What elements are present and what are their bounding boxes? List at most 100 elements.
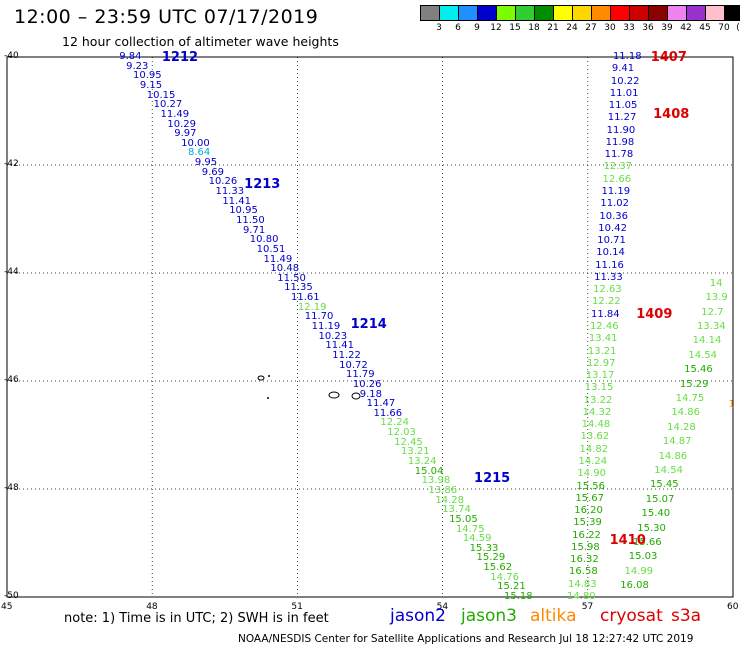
pass-number-label: 1214 [350, 317, 387, 333]
wave-height-value: 13.21 [400, 446, 430, 458]
wave-height-value: 14.48 [581, 419, 611, 431]
wave-height-value: 14.59 [462, 533, 492, 545]
legend-swatch [573, 6, 592, 20]
wave-height-value: 11.33 [594, 271, 623, 283]
wave-height-value: 13.24 [407, 456, 437, 467]
wave-height-value: 12.24 [380, 417, 409, 429]
wave-height-value: 10.36 [599, 210, 628, 222]
wave-height-value: 13.34 [696, 321, 726, 332]
pass-number-label: 1212 [161, 50, 199, 65]
latitude-label: -50 [4, 591, 19, 601]
latitude-label: -42 [4, 159, 19, 169]
island-outline [257, 375, 265, 381]
wave-height-value: 14.90 [577, 468, 607, 480]
legend-label: 45 [699, 23, 711, 33]
wave-height-value: 9.41 [611, 63, 635, 75]
legend-label: 24 [566, 23, 578, 33]
wave-height-value: 11.02 [600, 198, 630, 210]
legend-swatch [706, 6, 725, 20]
wave-height-value: 10.22 [610, 75, 640, 87]
wave-height-value: 11.98 [605, 136, 635, 148]
wave-height-value: 11.47 [366, 398, 396, 410]
wave-height-value: 10.72 [339, 359, 368, 371]
longitude-label: 57 [581, 602, 594, 612]
wave-height-value: 13.62 [580, 431, 610, 443]
legend-swatch [440, 6, 459, 20]
satellite-name-jason2: jason2 [390, 606, 446, 626]
wave-height-value: 12.63 [593, 284, 622, 296]
longitude-label: 60 [727, 602, 739, 612]
legend-label: 15 [509, 23, 521, 33]
pass-number-label: 1409 [636, 306, 673, 322]
satellite-name-s3a: s3a [671, 606, 702, 626]
wave-height-value: 11.79 [346, 369, 375, 381]
wave-height-value: 10.27 [153, 99, 183, 111]
legend-swatch [668, 6, 687, 20]
wave-height-value: 11.19 [601, 186, 631, 197]
legend-label: 70 [718, 23, 730, 33]
wave-height-value: 11.78 [604, 149, 634, 161]
pass-number-label: 1215 [474, 471, 511, 487]
longitude-label: 51 [291, 602, 303, 612]
footnote: note: 1) Time is in UTC; 2) SWH is in fe… [64, 611, 329, 626]
legend-label: 27 [585, 23, 597, 33]
longitude-label: 54 [436, 602, 449, 612]
legend-swatch [725, 6, 740, 20]
wave-height-value: 14.76 [490, 571, 519, 583]
map-title: 12:00 – 23:59 UTC 07/17/2019 [14, 6, 319, 28]
map-frame [6, 56, 734, 598]
wave-height-value: 15.40 [641, 508, 671, 520]
wave-height-value: 15.45 [650, 479, 679, 491]
wave-height-value: 15.05 [449, 513, 478, 525]
wave-height-value: 14.75 [675, 393, 705, 404]
wave-height-value: 15.39 [573, 517, 602, 529]
wave-height-value: 14.28 [667, 421, 696, 433]
legend-swatch [592, 6, 611, 20]
island-dot [267, 397, 269, 399]
wave-height-value: 16.32 [570, 554, 599, 566]
legend-unit: (ft) [736, 23, 740, 33]
wave-height-value: 14.86 [658, 450, 688, 462]
wave-height-value: 10.23 [318, 330, 348, 342]
pass-number-label: 1408 [653, 106, 690, 122]
wave-height-value: 15.29 [679, 378, 709, 390]
wave-height-value: 12.03 [387, 427, 416, 439]
wave-height-value: 9.71 [242, 224, 266, 236]
legend-swatches [420, 5, 740, 21]
wave-height-value: 15.46 [684, 364, 713, 376]
wave-height-value: 12.97 [586, 357, 616, 369]
legend-label: 36 [642, 23, 654, 33]
map-subtitle: 12 hour collection of altimeter wave hei… [62, 34, 339, 49]
wave-height-value: 15.03 [628, 551, 658, 563]
wave-height-value: 10.48 [270, 263, 300, 275]
legend-swatch [554, 6, 573, 20]
legend-swatch [535, 6, 554, 20]
wave-height-value: 9.97 [174, 128, 197, 140]
wave-height-value: 10.26 [352, 378, 382, 390]
wave-height-value: 12.7 [701, 306, 724, 318]
legend-label: 30 [604, 23, 616, 33]
wave-height-value: 11.27 [607, 112, 637, 124]
wave-height-value: 14.80 [566, 591, 596, 602]
wave-height-value: 9.23 [126, 60, 149, 72]
wave-height-value: 14.86 [671, 407, 700, 419]
credit-footer: NOAA/NESDIS Center for Satellite Applica… [238, 633, 694, 645]
wave-height-value: 11.16 [595, 259, 624, 271]
latitude-label: -48 [4, 483, 19, 493]
legend-label: 3 [436, 23, 442, 33]
wave-height-value: 15.98 [571, 541, 600, 553]
wave-height-value: 11.70 [304, 311, 334, 323]
wave-height-value: 13.9 [705, 292, 728, 304]
legend-swatch [611, 6, 630, 20]
latitude-label: -44 [4, 267, 19, 277]
satellite-name-jason3: jason3 [461, 606, 517, 626]
wave-height-value: 1 [728, 399, 735, 411]
island-outline [351, 392, 361, 400]
wave-height-value: 14.75 [455, 523, 485, 535]
wave-height-value: 11.19 [311, 321, 341, 332]
legend-label: 33 [623, 23, 635, 33]
latitude-label: -40 [4, 51, 19, 61]
wave-height-value: 11.05 [608, 100, 638, 112]
